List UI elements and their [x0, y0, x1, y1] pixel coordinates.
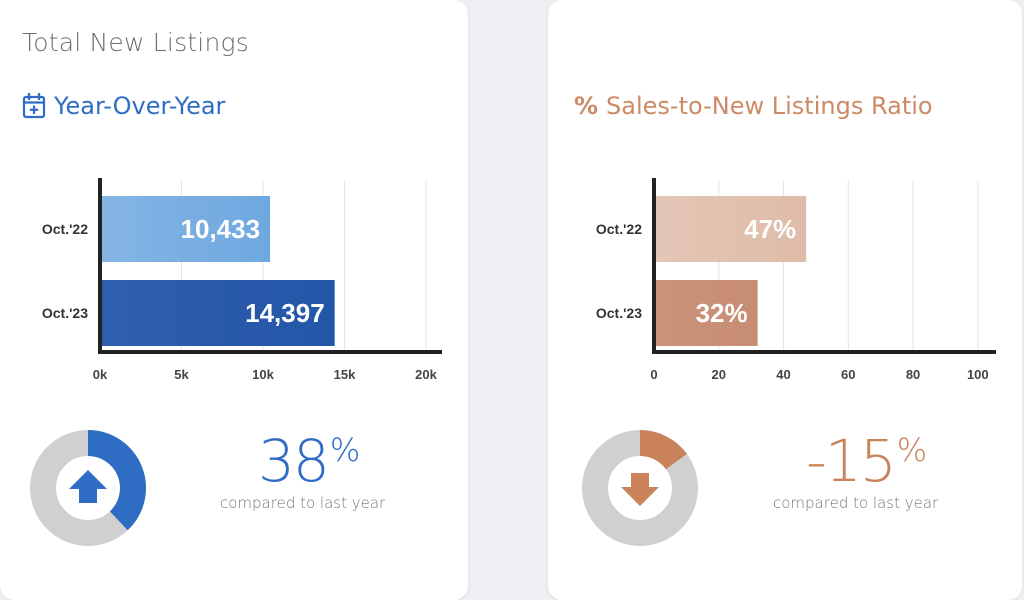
x-tick-label: 10k — [252, 367, 274, 382]
bar-data-label: 14,397 — [245, 298, 325, 328]
bar — [102, 196, 271, 262]
bar-data-label: 10,433 — [181, 214, 261, 244]
bar — [102, 280, 335, 346]
bar-data-label: 32% — [696, 298, 748, 328]
percent-change-right: -15 % — [806, 432, 927, 490]
percent-change-unit: % — [896, 431, 928, 469]
change-donut-left — [30, 430, 146, 546]
x-tick-label: 60 — [841, 367, 855, 382]
arrow-down-icon — [621, 473, 659, 506]
new-listings-card: Total New Listings Year-Over-Year 10,433… — [0, 0, 468, 600]
section-title-text: Year-Over-Year — [54, 92, 226, 120]
change-donut-right — [582, 430, 698, 546]
category-label: Oct.'22 — [596, 221, 642, 237]
comparison-caption: compared to last year — [220, 494, 386, 512]
donut-fill — [87, 430, 146, 531]
donut-fill — [639, 430, 687, 470]
section-title-text: Sales-to-New Listings Ratio — [606, 92, 933, 120]
x-tick-label: 20k — [415, 367, 437, 382]
x-tick-label: 0 — [650, 367, 657, 382]
x-tick-label: 0k — [93, 367, 108, 382]
x-tick-label: 100 — [967, 367, 989, 382]
sales-ratio-card: % Sales-to-New Listings Ratio — [548, 0, 1022, 600]
sales-ratio-title: % Sales-to-New Listings Ratio — [574, 92, 933, 120]
calendar-plus-icon — [22, 93, 46, 119]
comparison-caption: compared to last year — [773, 494, 939, 512]
page-title: Total New Listings — [22, 28, 249, 57]
percent-change-unit: % — [329, 431, 361, 469]
percent-icon: % — [574, 92, 599, 120]
x-tick-label: 80 — [906, 367, 920, 382]
percent-change-left: 38 % — [258, 432, 360, 490]
x-tick-label: 20 — [712, 367, 726, 382]
x-tick-label: 5k — [174, 367, 189, 382]
category-label: Oct.'23 — [42, 305, 88, 321]
arrow-up-icon — [69, 470, 107, 503]
bar — [656, 196, 807, 262]
x-tick-label: 40 — [776, 367, 790, 382]
year-over-year-title: Year-Over-Year — [22, 92, 225, 120]
bar — [656, 280, 758, 346]
new-listings-bar-chart: 10,433 Oct.'22 14,397 Oct.'23 0k 5k 10k 15k 20k — [42, 178, 442, 382]
percent-change-value: -15 — [806, 427, 897, 495]
percent-change-value: 38 — [258, 427, 330, 495]
category-label: Oct.'23 — [596, 305, 642, 321]
x-tick-label: 15k — [334, 367, 356, 382]
sales-ratio-bar-chart: 47% Oct.'22 32% Oct.'23 0 20 40 60 80 100 — [596, 178, 996, 382]
bar-data-label: 47% — [744, 214, 796, 244]
category-label: Oct.'22 — [42, 221, 88, 237]
